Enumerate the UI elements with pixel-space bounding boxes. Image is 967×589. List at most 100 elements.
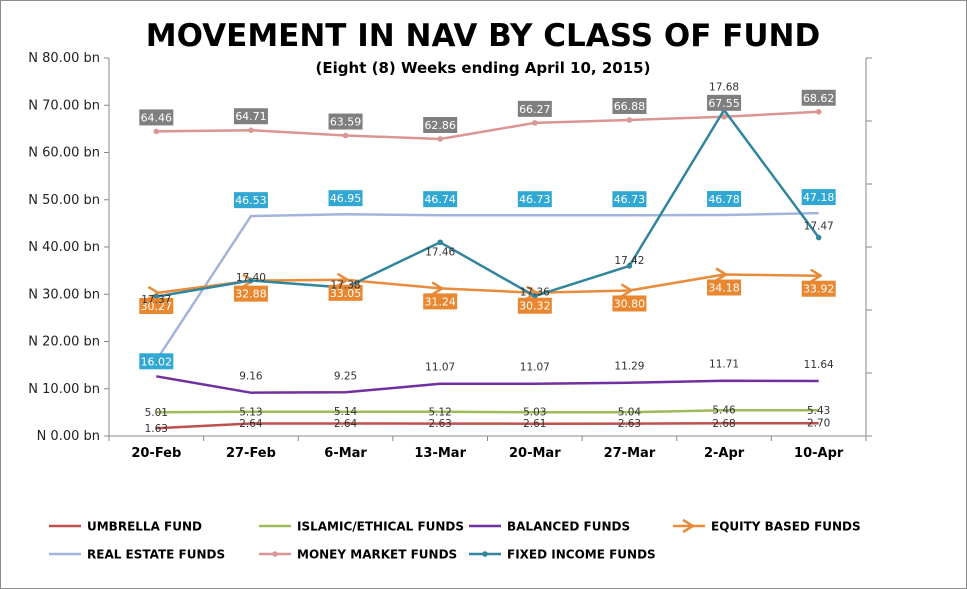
- data-label-text: 67.55: [708, 97, 740, 110]
- data-label: 30.32: [517, 297, 552, 314]
- legend-label: ISLAMIC/ETHICAL FUNDS: [297, 520, 464, 534]
- data-label: 2.63: [618, 418, 641, 430]
- data-label: 11.07: [520, 362, 550, 374]
- data-label-text: 16.02: [141, 355, 173, 368]
- data-point: [810, 268, 822, 283]
- x-tick-label: 20-Mar: [509, 446, 561, 461]
- data-label: 32.88: [233, 285, 268, 302]
- data-label-box: [517, 297, 552, 314]
- data-label-text: 30.80: [614, 297, 646, 310]
- data-label: 17.40: [236, 272, 266, 284]
- data-label-text: 47.18: [803, 191, 835, 204]
- legend-label: EQUITY BASED FUNDS: [711, 520, 861, 534]
- data-label-box: [612, 191, 647, 208]
- data-label-text: 62.86: [424, 119, 456, 132]
- y-tick-label: N 40.00 bn: [28, 240, 100, 255]
- legend-label: MONEY MARKET FUNDS: [297, 548, 457, 562]
- data-label: 16.02: [139, 353, 174, 370]
- data-label-text: 33.92: [803, 283, 835, 296]
- data-label: 1.63: [145, 423, 168, 435]
- data-label-box: [328, 113, 363, 130]
- data-label: 46.74: [423, 191, 458, 208]
- legend-marker: [482, 551, 488, 557]
- data-label-text: 46.74: [424, 193, 456, 206]
- legend-label: FIXED INCOME FUNDS: [507, 548, 656, 562]
- data-label: 34.18: [707, 279, 742, 296]
- y-tick-label: N 0.00 bn: [37, 429, 100, 444]
- data-label-box: [801, 89, 836, 106]
- data-label: 64.71: [233, 108, 268, 125]
- data-label: 17.37: [141, 294, 171, 306]
- data-label: 66.27: [517, 100, 552, 117]
- legend-label: REAL ESTATE FUNDS: [87, 548, 225, 562]
- chart-legend: UMBRELLA FUND ISLAMIC/ETHICAL FUNDS BALANC…: [49, 518, 861, 562]
- data-label-text: 46.95: [330, 192, 362, 205]
- data-label-box: [423, 191, 458, 208]
- data-label: 5.14: [334, 406, 358, 418]
- chart-axes: N 0.00 bn N 10.00 bn N 20.00 bn N 30.00 bn N…: [28, 51, 872, 461]
- data-label-text: 32.88: [235, 288, 267, 301]
- data-label: 46.53: [233, 192, 268, 209]
- data-point: [342, 132, 349, 139]
- data-label: 9.16: [239, 371, 263, 383]
- data-label-box: [612, 295, 647, 312]
- data-point: [526, 285, 539, 300]
- data-label: 2.68: [712, 418, 735, 430]
- data-label: 67.55: [707, 94, 742, 111]
- data-point: [147, 285, 160, 301]
- data-label: 5.12: [428, 406, 451, 418]
- data-point: [626, 263, 633, 269]
- data-label: 46.78: [707, 190, 742, 207]
- series-line: [156, 421, 819, 430]
- data-label: 68.62: [801, 89, 836, 106]
- data-label-text: 30.27: [141, 300, 173, 313]
- data-label-box: [233, 285, 268, 302]
- data-label-box: [517, 191, 552, 208]
- data-label: 17.68: [709, 81, 739, 93]
- data-label: 5.01: [145, 407, 168, 419]
- data-label: 17.42: [614, 255, 644, 267]
- y-tick-label: N 60.00 bn: [28, 146, 100, 161]
- data-label: 2.64: [334, 418, 358, 430]
- data-label-box: [801, 280, 836, 297]
- data-point: [248, 277, 254, 284]
- data-label-box: [517, 100, 552, 117]
- y-tick-label: N 30.00 bn: [28, 287, 100, 302]
- data-label: 17.46: [425, 247, 455, 259]
- y-tick-label: N 10.00 bn: [28, 382, 100, 397]
- data-label: 33.05: [328, 284, 363, 301]
- series-line: [156, 408, 819, 414]
- data-label: 2.61: [523, 418, 546, 430]
- data-label: 64.46: [139, 109, 174, 126]
- data-label: 63.59: [328, 113, 363, 130]
- series-umbrella-fund: [156, 421, 819, 430]
- data-label-text: 66.27: [519, 103, 551, 116]
- data-label-text: 64.71: [235, 110, 267, 123]
- data-point: [815, 108, 822, 115]
- data-label-box: [233, 192, 268, 209]
- data-label: 5.04: [618, 407, 642, 419]
- data-label-text: 68.62: [803, 92, 835, 105]
- legend-item-islamic-ethical-funds: ISLAMIC/ETHICAL FUNDS: [259, 520, 464, 534]
- x-tick-label: 20-Feb: [131, 446, 181, 461]
- legend-item-balanced-funds: BALANCED FUNDS: [469, 520, 630, 534]
- data-label-text: 30.32: [519, 300, 551, 313]
- data-label-box: [707, 94, 742, 111]
- series-line: [155, 211, 819, 361]
- y-tick-label: N 70.00 bn: [28, 98, 100, 113]
- data-point: [620, 283, 633, 298]
- data-label: 31.24: [423, 293, 458, 310]
- legend-item-equity-based-funds: EQUITY BASED FUNDS: [673, 518, 861, 534]
- data-label: 11.71: [709, 359, 739, 371]
- series-line: [156, 375, 819, 394]
- y-tick-label: N 50.00 bn: [28, 193, 100, 208]
- data-label-box: [139, 297, 174, 314]
- data-label: 2.70: [807, 418, 830, 430]
- data-label: 11.07: [425, 362, 455, 374]
- data-label: 46.95: [328, 190, 363, 207]
- data-label-box: [612, 97, 647, 114]
- x-tick-label: 10-Apr: [794, 446, 844, 461]
- series-islamic-ethical-funds: [156, 408, 819, 414]
- data-point: [815, 234, 822, 241]
- data-label: 30.80: [612, 295, 647, 312]
